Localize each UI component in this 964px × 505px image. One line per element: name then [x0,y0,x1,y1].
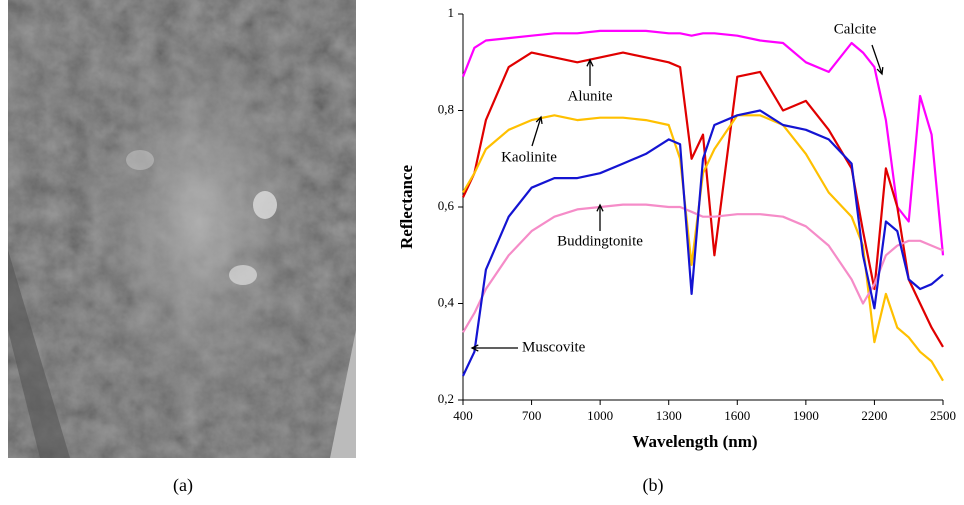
y-tick-label: 1 [448,5,455,20]
arrow-head [596,203,604,212]
arrow-head [535,115,543,125]
annotation-arrow [871,44,883,75]
annotation: Buddingtonite [557,233,643,249]
arrow-head [586,58,594,67]
x-tick-label: 1300 [656,408,682,423]
x-tick-label: 1000 [587,408,613,423]
annotation: Alunite [568,88,613,104]
y-tick-label: 0,2 [438,391,454,406]
x-tick-label: 2200 [861,408,887,423]
annotation-arrow [531,116,542,147]
series-line [461,29,945,256]
arrow-head [470,344,479,352]
caption: (b) [643,475,664,496]
y-tick-label: 0,8 [438,101,454,116]
series-line [462,203,944,333]
series-line [462,109,944,377]
series-line [462,114,944,382]
caption: (a) [173,475,193,496]
arrow-head [876,66,884,76]
annotation: Kaolinite [501,149,557,165]
y-tick-label: 0,4 [438,294,455,309]
x-tick-label: 400 [453,408,473,423]
x-tick-label: 1900 [793,408,819,423]
annotation: Muscovite [522,339,586,355]
annotation: Calcite [834,21,877,37]
x-tick-label: 1600 [724,408,750,423]
x-tick-label: 2500 [930,408,956,423]
y-tick-label: 0,6 [438,198,455,213]
x-axis-label: Wavelength (nm) [632,432,757,451]
satellite-image [8,0,356,458]
series-line [462,51,944,348]
x-tick-label: 700 [522,408,542,423]
y-axis-label: Reflectance [397,165,416,249]
